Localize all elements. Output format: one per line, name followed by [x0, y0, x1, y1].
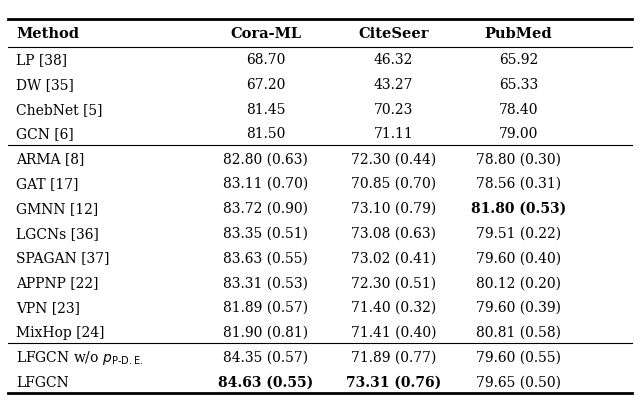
Text: MixHop [24]: MixHop [24] — [16, 326, 104, 340]
Text: 83.72 (0.90): 83.72 (0.90) — [223, 202, 308, 216]
Text: 71.89 (0.77): 71.89 (0.77) — [351, 351, 436, 365]
Text: Cora-ML: Cora-ML — [230, 27, 301, 40]
Text: 71.11: 71.11 — [374, 128, 413, 141]
Text: GMNN [12]: GMNN [12] — [16, 202, 99, 216]
Text: 81.50: 81.50 — [246, 128, 285, 141]
Text: GAT [17]: GAT [17] — [16, 177, 79, 191]
Text: 83.31 (0.53): 83.31 (0.53) — [223, 276, 308, 290]
Text: LGCNs [36]: LGCNs [36] — [16, 227, 99, 241]
Text: 78.40: 78.40 — [499, 103, 538, 117]
Text: 81.90 (0.81): 81.90 (0.81) — [223, 326, 308, 340]
Text: LFGCN w/o $p_{\mathsf{P\text{-}D.E.}}$: LFGCN w/o $p_{\mathsf{P\text{-}D.E.}}$ — [16, 349, 143, 367]
Text: 79.60 (0.55): 79.60 (0.55) — [476, 351, 561, 365]
Text: 78.80 (0.30): 78.80 (0.30) — [476, 152, 561, 166]
Text: VPN [23]: VPN [23] — [16, 301, 80, 315]
Text: 79.51 (0.22): 79.51 (0.22) — [476, 227, 561, 241]
Text: 73.31 (0.76): 73.31 (0.76) — [346, 376, 441, 389]
Text: 71.41 (0.40): 71.41 (0.40) — [351, 326, 436, 340]
Text: 84.63 (0.55): 84.63 (0.55) — [218, 376, 313, 389]
Text: 68.70: 68.70 — [246, 53, 285, 67]
Text: 81.45: 81.45 — [246, 103, 285, 117]
Text: 84.35 (0.57): 84.35 (0.57) — [223, 351, 308, 365]
Text: 79.65 (0.50): 79.65 (0.50) — [476, 376, 561, 389]
Text: ChebNet [5]: ChebNet [5] — [16, 103, 102, 117]
Text: 81.89 (0.57): 81.89 (0.57) — [223, 301, 308, 315]
Text: 70.85 (0.70): 70.85 (0.70) — [351, 177, 436, 191]
Text: 79.00: 79.00 — [499, 128, 538, 141]
Text: 65.33: 65.33 — [499, 78, 538, 92]
Text: LP [38]: LP [38] — [16, 53, 67, 67]
Text: DW [35]: DW [35] — [16, 78, 74, 92]
Text: 80.12 (0.20): 80.12 (0.20) — [476, 276, 561, 290]
Text: 72.30 (0.44): 72.30 (0.44) — [351, 152, 436, 166]
Text: 83.11 (0.70): 83.11 (0.70) — [223, 177, 308, 191]
Text: 70.23: 70.23 — [374, 103, 413, 117]
Text: 83.63 (0.55): 83.63 (0.55) — [223, 251, 308, 266]
Text: CiteSeer: CiteSeer — [358, 27, 429, 40]
Text: 80.81 (0.58): 80.81 (0.58) — [476, 326, 561, 340]
Text: SPAGAN [37]: SPAGAN [37] — [16, 251, 109, 266]
Text: 73.08 (0.63): 73.08 (0.63) — [351, 227, 436, 241]
Text: 71.40 (0.32): 71.40 (0.32) — [351, 301, 436, 315]
Text: 46.32: 46.32 — [374, 53, 413, 67]
Text: 79.60 (0.40): 79.60 (0.40) — [476, 251, 561, 266]
Text: 67.20: 67.20 — [246, 78, 285, 92]
Text: ARMA [8]: ARMA [8] — [16, 152, 84, 166]
Text: 43.27: 43.27 — [374, 78, 413, 92]
Text: 79.60 (0.39): 79.60 (0.39) — [476, 301, 561, 315]
Text: 83.35 (0.51): 83.35 (0.51) — [223, 227, 308, 241]
Text: 65.92: 65.92 — [499, 53, 538, 67]
Text: 78.56 (0.31): 78.56 (0.31) — [476, 177, 561, 191]
Text: 73.10 (0.79): 73.10 (0.79) — [351, 202, 436, 216]
Text: LFGCN: LFGCN — [16, 376, 68, 389]
Text: 82.80 (0.63): 82.80 (0.63) — [223, 152, 308, 166]
Text: APPNP [22]: APPNP [22] — [16, 276, 99, 290]
Text: PubMed: PubMed — [484, 27, 552, 40]
Text: Method: Method — [16, 27, 79, 40]
Text: GCN [6]: GCN [6] — [16, 128, 74, 141]
Text: 73.02 (0.41): 73.02 (0.41) — [351, 251, 436, 266]
Text: 72.30 (0.51): 72.30 (0.51) — [351, 276, 436, 290]
Text: 81.80 (0.53): 81.80 (0.53) — [471, 202, 566, 216]
